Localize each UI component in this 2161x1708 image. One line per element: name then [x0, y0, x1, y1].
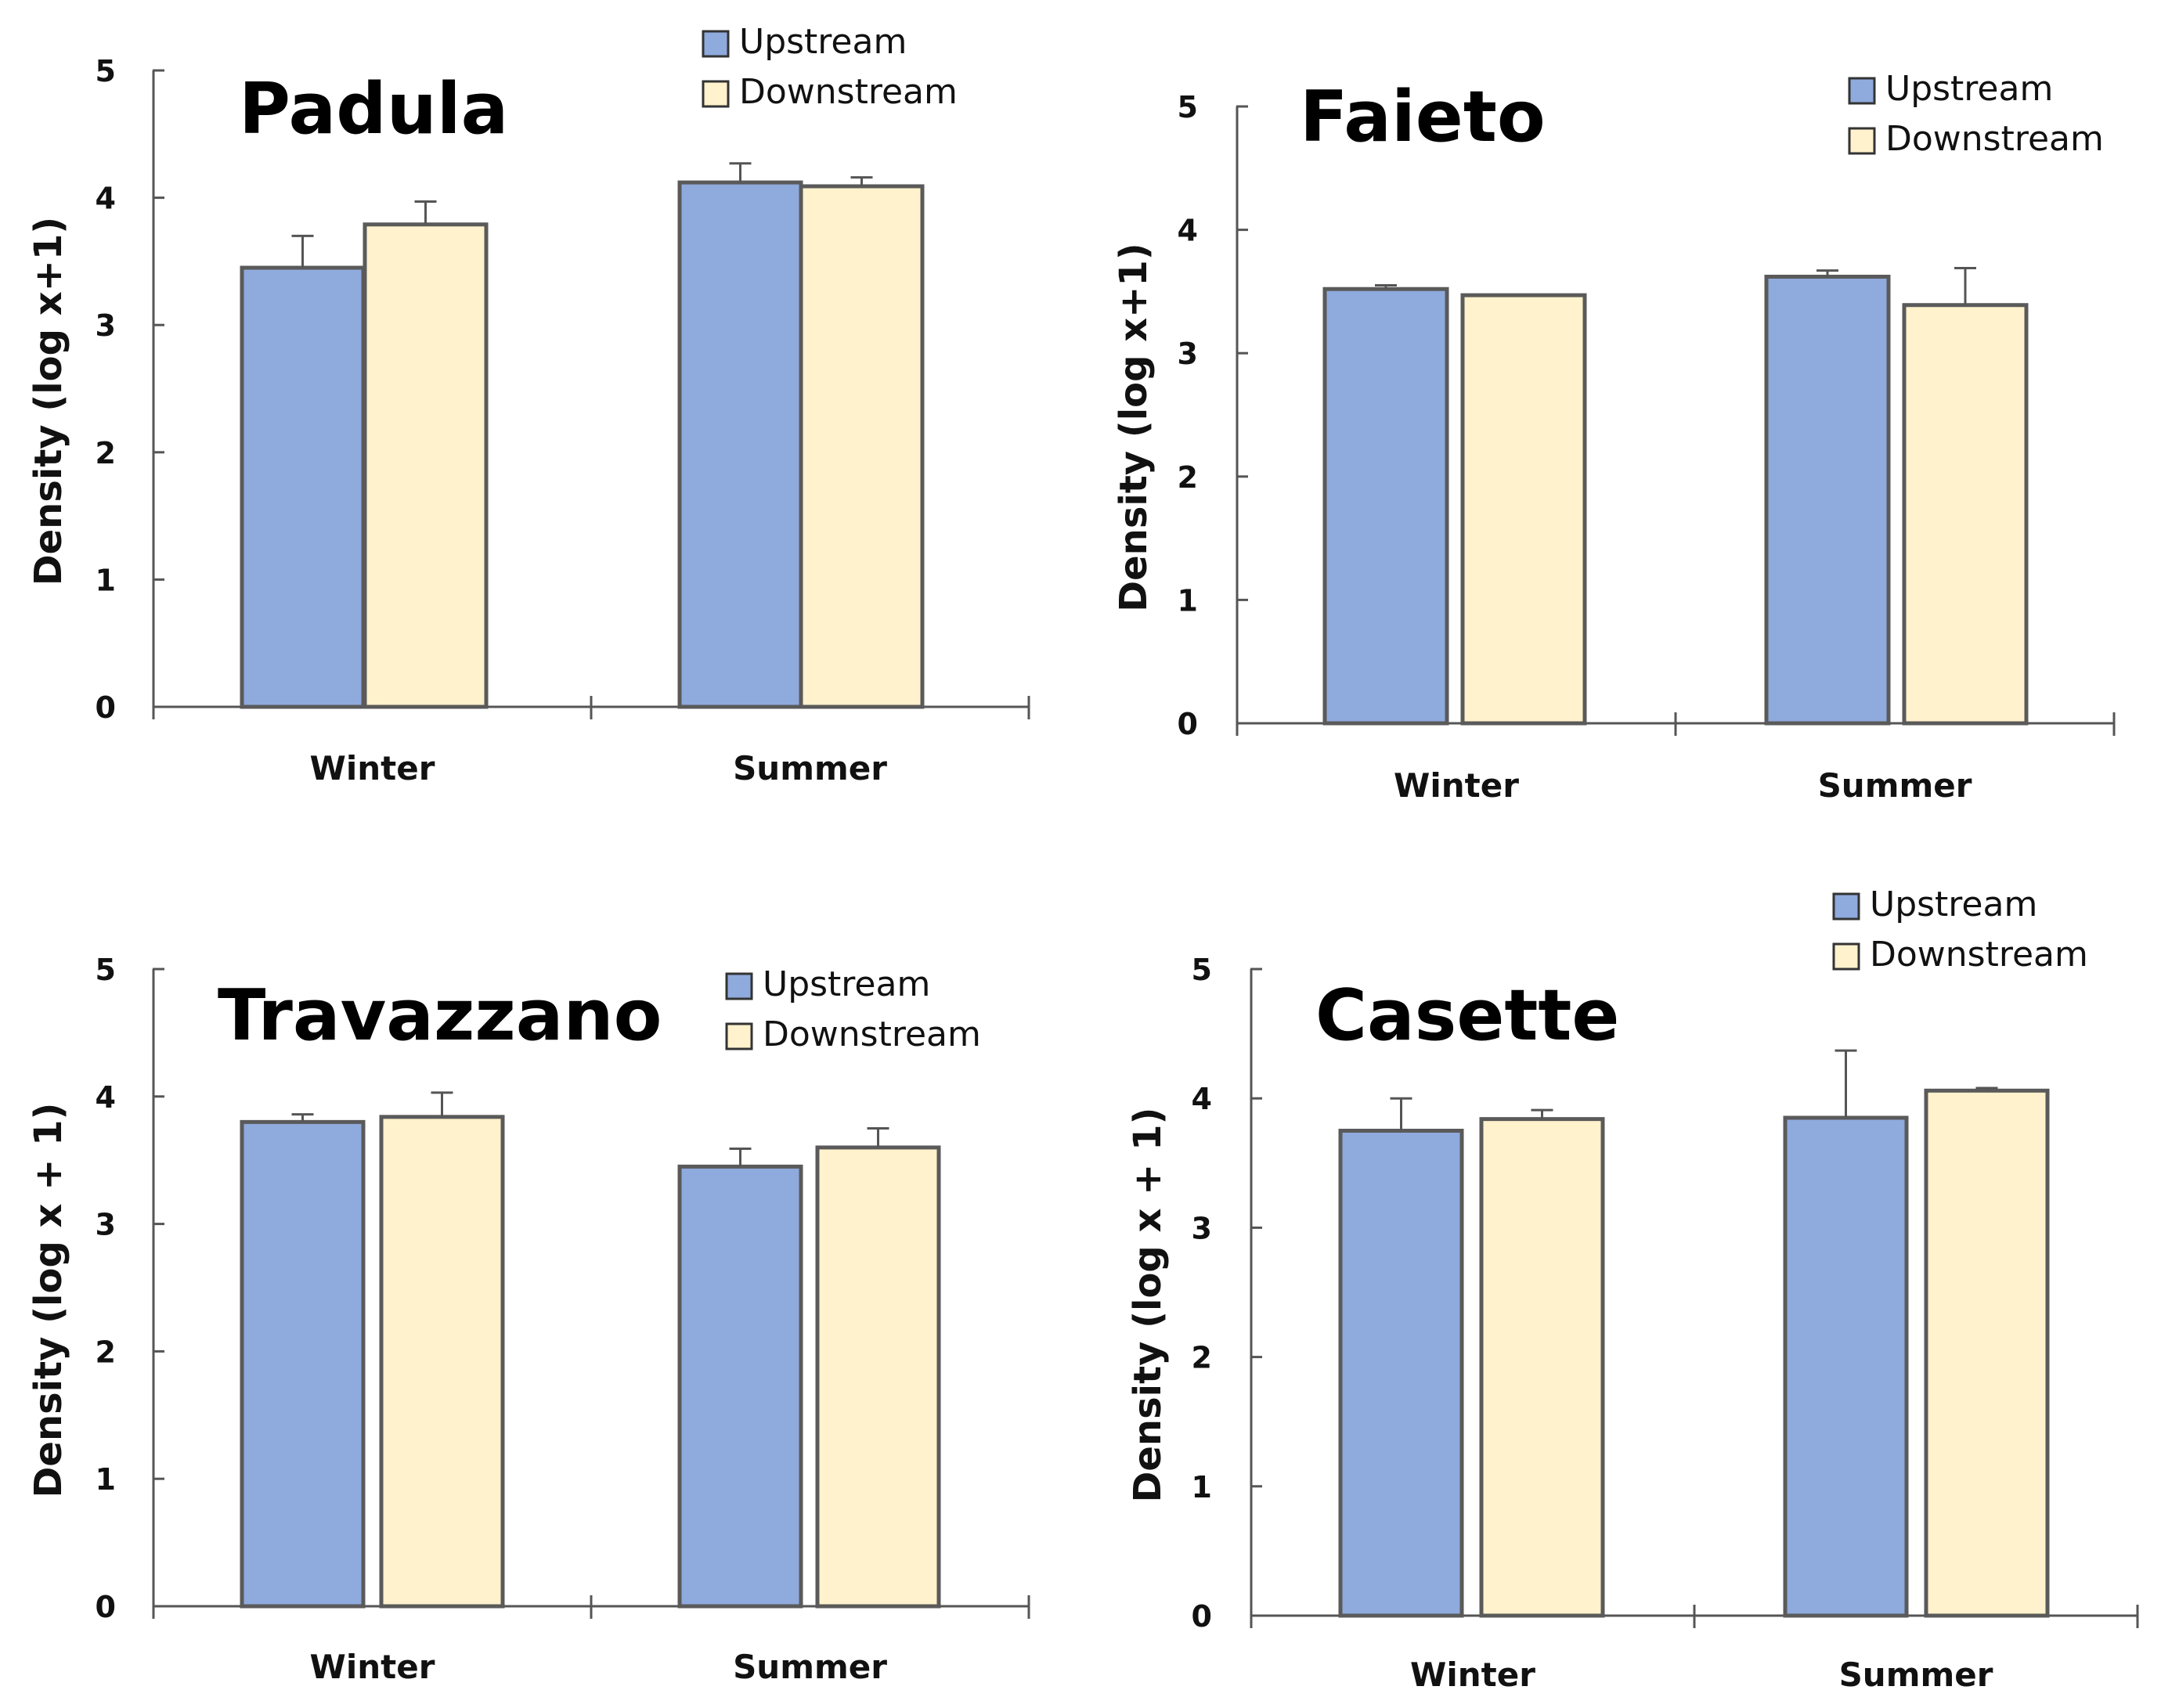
- y-axis-label: Density (log x+1): [27, 217, 70, 586]
- category-label: Summer: [733, 749, 887, 787]
- bar-downstream-summer: [1924, 1088, 2050, 1618]
- y-axis-label: Density (log x + 1): [27, 1103, 70, 1498]
- y-tick-label: 3: [96, 1208, 116, 1242]
- y-tick-label: 0: [96, 1590, 116, 1624]
- category-label: Summer: [1818, 766, 1972, 805]
- y-tick-label: 4: [96, 1080, 116, 1115]
- bar-downstream-summer: [1902, 303, 2029, 726]
- legend-swatch-upstream: [702, 30, 730, 58]
- bar-upstream-winter: [240, 1119, 366, 1609]
- legend-swatch-upstream: [725, 972, 753, 1000]
- bar-upstream-winter: [1322, 286, 1449, 726]
- bar-downstream-summer: [815, 1145, 941, 1609]
- bar-upstream-summer: [677, 1164, 803, 1609]
- category-label: Summer: [1839, 1656, 1993, 1694]
- y-tick-label: 1: [1178, 583, 1198, 618]
- y-tick-label: 4: [1192, 1082, 1212, 1116]
- y-tick-label: 2: [96, 436, 116, 470]
- bar-upstream-summer: [1764, 274, 1891, 726]
- chart-title: Travazzano: [218, 975, 662, 1057]
- chart-panel-3: 0 1 2 3 4 5 Winter Summer Travazzano Density (log…: [27, 953, 1030, 1686]
- bar-upstream-summer: [677, 180, 803, 709]
- y-tick-label: 1: [96, 563, 116, 597]
- chart-panel-2: 0 1 2 3 4 5 Winter Summer Faieto Density (log x+1…: [1112, 69, 2116, 805]
- bar-downstream-winter: [379, 1115, 505, 1609]
- y-tick-label: 3: [96, 308, 116, 343]
- y-tick-label: 2: [1178, 460, 1198, 495]
- legend-label-upstream: Upstream: [1885, 69, 2053, 109]
- chart-panel-1: 0 1 2 3 4 5 Winter Summer Padula Density (log x+1…: [27, 22, 1030, 787]
- category-label: Winter: [310, 749, 435, 787]
- bar-downstream-winter: [363, 222, 489, 709]
- bar-downstream-winter: [1479, 1117, 1605, 1618]
- bar-upstream-winter: [240, 265, 366, 709]
- legend-swatch-upstream: [1832, 892, 1860, 921]
- y-axis-label: Density (log x + 1): [1126, 1108, 1170, 1503]
- y-tick-label: 2: [1192, 1341, 1212, 1375]
- bar-downstream-summer: [799, 184, 925, 709]
- legend-label-downstream: Downstream: [1885, 119, 2104, 159]
- y-tick-label: 3: [1178, 337, 1198, 371]
- y-tick-label: 1: [96, 1462, 116, 1497]
- category-label: Winter: [1394, 766, 1519, 805]
- chart-title: Padula: [239, 68, 508, 150]
- category-label: Winter: [1410, 1656, 1535, 1694]
- y-axis-label: Density (log x+1): [1112, 243, 1156, 612]
- y-tick-label: 4: [1178, 214, 1198, 248]
- legend-label-downstream: Downstream: [763, 1014, 981, 1054]
- y-tick-label: 0: [96, 690, 116, 725]
- y-tick-label: 4: [96, 182, 116, 216]
- bar-upstream-winter: [1338, 1129, 1464, 1618]
- y-tick-label: 0: [1192, 1599, 1212, 1634]
- y-tick-label: 5: [96, 54, 116, 88]
- y-tick-label: 5: [1178, 90, 1198, 124]
- y-tick-label: 5: [1192, 953, 1212, 987]
- legend-label-upstream: Upstream: [739, 22, 907, 62]
- y-tick-label: 0: [1178, 707, 1198, 741]
- y-tick-label: 3: [1192, 1211, 1212, 1245]
- y-tick-label: 1: [1192, 1470, 1212, 1504]
- legend-label-upstream: Upstream: [763, 964, 930, 1004]
- legend-label-upstream: Upstream: [1870, 885, 2037, 924]
- chart-panel-4: 0 1 2 3 4 5 Winter Summer Casette Density (log x …: [1126, 885, 2139, 1694]
- legend-swatch-downstream: [702, 80, 730, 108]
- category-label: Winter: [310, 1648, 435, 1686]
- bar-upstream-summer: [1783, 1115, 1909, 1618]
- legend-label-downstream: Downstream: [1870, 935, 2088, 975]
- bar-downstream-winter: [1460, 293, 1587, 726]
- legend-swatch-downstream: [1832, 942, 1860, 971]
- legend-label-downstream: Downstream: [739, 72, 958, 112]
- legend-swatch-downstream: [725, 1022, 753, 1050]
- chart-title: Casette: [1315, 975, 1619, 1057]
- legend-swatch-downstream: [1848, 127, 1876, 155]
- category-label: Summer: [733, 1648, 887, 1686]
- chart-title: Faieto: [1300, 76, 1546, 158]
- y-tick-label: 5: [96, 953, 116, 987]
- y-tick-label: 2: [96, 1335, 116, 1369]
- legend-swatch-upstream: [1848, 77, 1876, 105]
